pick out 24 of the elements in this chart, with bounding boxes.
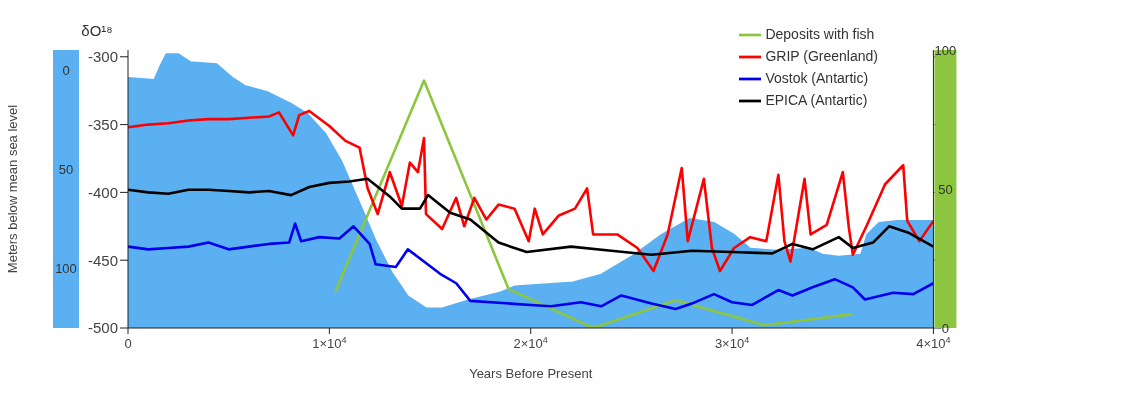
y3-tick-label: 50 — [58, 162, 74, 178]
legend-label: Deposits with fish — [765, 25, 875, 42]
y-tick-label: -350 — [87, 115, 118, 133]
x-tick-label: 2×10$^{4}$ — [513, 335, 548, 351]
x-axis-title: Years Before Present — [469, 366, 593, 381]
y-tick-label: -400 — [87, 183, 118, 201]
line-series — [128, 109, 934, 273]
y3-tick-label: 0 — [62, 62, 70, 78]
legend-label: GRIP (Greenland) — [765, 47, 878, 64]
y-tick-label: -500 — [87, 319, 118, 337]
line-series — [128, 222, 934, 311]
legend-label: Vostok (Antartic) — [765, 69, 869, 86]
legend-label: EPICA (Antartic) — [765, 91, 868, 108]
y2-tick-label: 50 — [938, 182, 953, 197]
y3-tick-label: 100 — [55, 261, 77, 277]
y-tick-label: -450 — [87, 251, 118, 269]
x-tick-label: 1×10$^{4}$ — [312, 335, 347, 351]
y3-axis-title: Meters below mean sea level — [4, 104, 20, 274]
x-tick-label: 3×10$^{4}$ — [714, 335, 750, 351]
line-series — [128, 177, 934, 257]
x-tick-label: 0 — [124, 336, 132, 351]
y-axis-title: δO¹⁸ — [81, 22, 113, 39]
x-tick-label: 4×10$^{4}$ — [916, 335, 951, 351]
y-tick-label: -300 — [87, 48, 118, 66]
